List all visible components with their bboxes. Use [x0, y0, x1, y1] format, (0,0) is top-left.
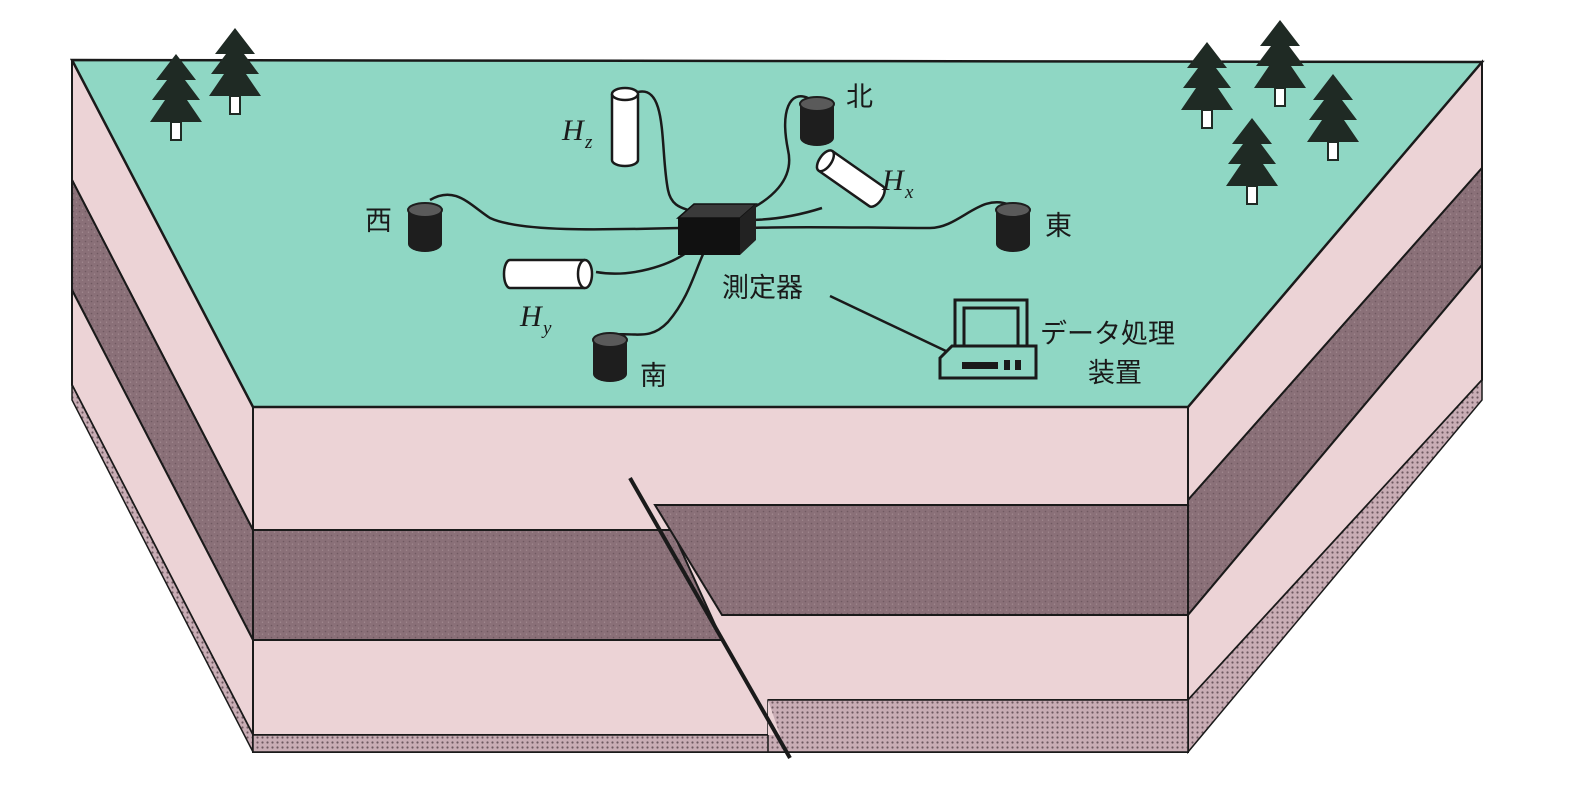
electrode-icon — [799, 96, 835, 147]
label-north: 北 — [846, 82, 873, 113]
block-left-side — [71, 59, 254, 753]
measuring-device-icon — [676, 203, 758, 255]
label-hy: H y — [519, 300, 552, 339]
electrode-icon — [407, 202, 443, 253]
label-south: 南 — [640, 361, 667, 392]
block-right-side — [1187, 59, 1483, 755]
svg-text:H: H — [561, 114, 586, 147]
label-west: 西 — [365, 206, 392, 237]
electrode-icon — [592, 332, 628, 383]
label-instrument: 測定器 — [722, 273, 803, 304]
label-hz: H z — [561, 114, 593, 153]
label-processor-line1: データ処理 — [1040, 319, 1175, 350]
computer-icon — [938, 298, 1038, 380]
fault-line — [628, 477, 792, 759]
label-east: 東 — [1045, 211, 1072, 242]
svg-text:H: H — [519, 300, 544, 333]
ground-surface — [69, 58, 1485, 409]
svg-text:z: z — [584, 132, 593, 153]
electrode-icon — [995, 202, 1031, 253]
svg-text:H: H — [881, 164, 906, 197]
svg-text:x: x — [904, 182, 914, 203]
label-hx: H x — [881, 164, 914, 203]
svg-text:y: y — [541, 318, 552, 339]
label-processor-line2: 装置 — [1088, 358, 1142, 389]
magnetometer-coil-icon — [502, 258, 594, 290]
magnetometer-coil-icon — [610, 86, 640, 168]
block-front-face — [252, 406, 1189, 753]
magnetometer-coil-icon — [815, 149, 886, 208]
